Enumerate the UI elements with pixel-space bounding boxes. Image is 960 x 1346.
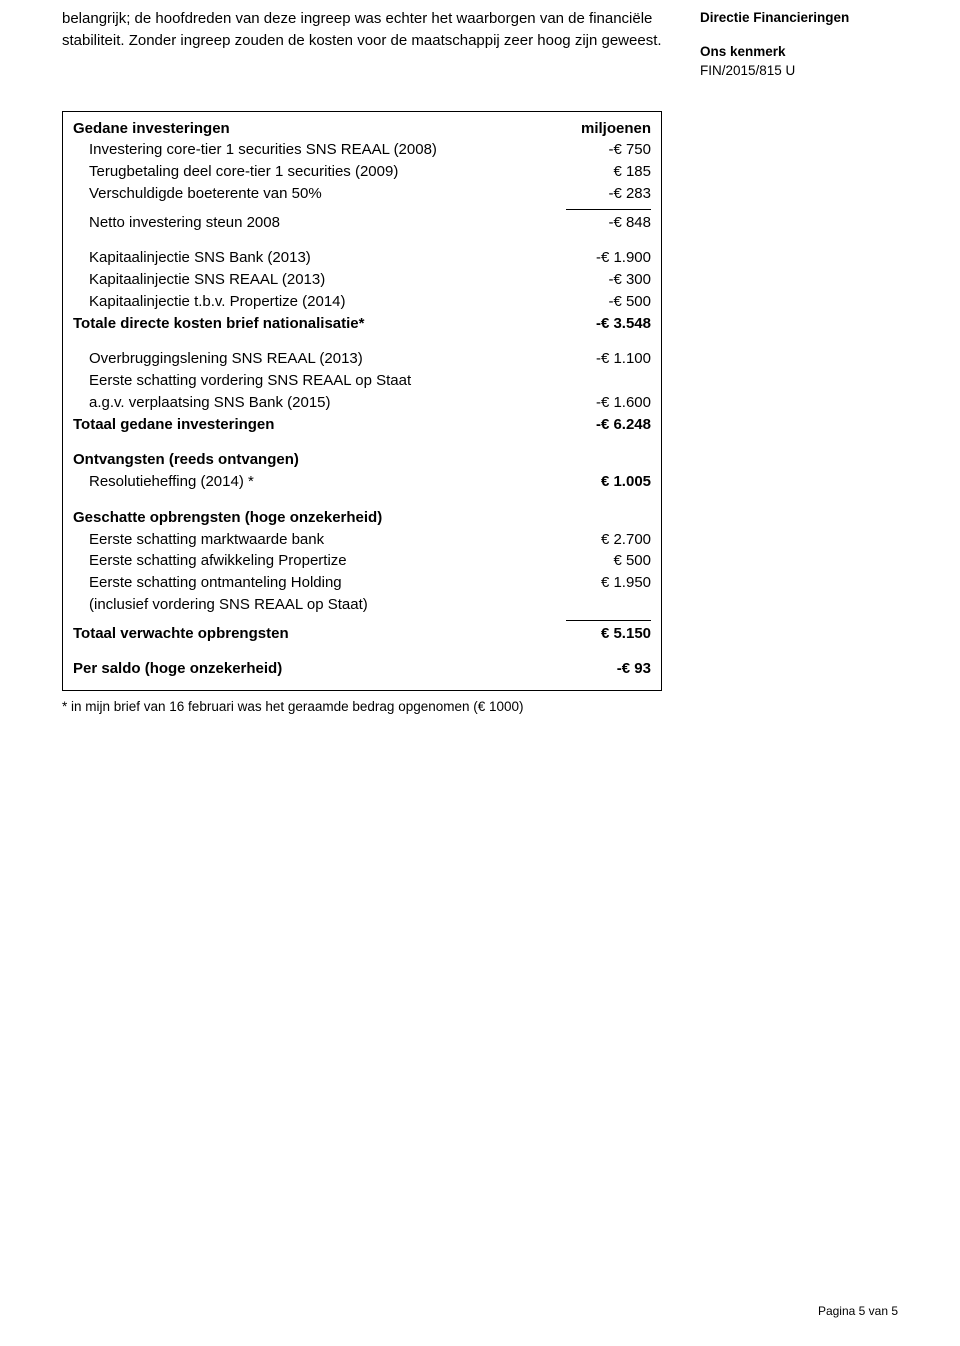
table-row: Kapitaalinjectie SNS REAAL (2013) -€ 300: [73, 269, 651, 291]
row-label: Totaal gedane investeringen: [73, 414, 274, 436]
row-value: -€ 500: [600, 291, 651, 313]
row-label: Netto investering steun 2008: [73, 212, 280, 234]
row-label: Totale directe kosten brief nationalisat…: [73, 313, 364, 335]
financial-table: Gedane investeringen miljoenen Investeri…: [62, 111, 662, 692]
row-value: -€ 750: [600, 139, 651, 161]
kenmerk-value: FIN/2015/815 U: [700, 61, 849, 81]
row-label: Eerste schatting ontmanteling Holding: [73, 572, 342, 594]
row-label: Eerste schatting marktwaarde bank: [73, 529, 324, 551]
top-row: belangrijk; de hoofdreden van deze ingre…: [62, 8, 898, 81]
row-value: -€ 1.100: [588, 348, 651, 370]
table-row: Eerste schatting afwikkeling Propertize …: [73, 550, 651, 572]
row-value: € 185: [605, 161, 651, 183]
kenmerk-label: Ons kenmerk: [700, 42, 849, 62]
row-label: Resolutieheffing (2014) *: [73, 471, 254, 493]
row-label: Kapitaalinjectie SNS Bank (2013): [73, 247, 311, 269]
table-header: Gedane investeringen miljoenen: [73, 118, 651, 140]
balance-row: Per saldo (hoge onzekerheid) -€ 93: [73, 658, 651, 680]
table-row: Overbruggingslening SNS REAAL (2013) -€ …: [73, 348, 651, 370]
intro-paragraph: belangrijk; de hoofdreden van deze ingre…: [62, 8, 662, 52]
side-meta: Directie Financieringen Ons kenmerk FIN/…: [700, 8, 849, 81]
row-label: Geschatte opbrengsten (hoge onzekerheid): [73, 507, 382, 529]
section-header: Geschatte opbrengsten (hoge onzekerheid): [73, 507, 651, 529]
row-value: € 5.150: [593, 623, 651, 645]
row-value: -€ 6.248: [588, 414, 651, 436]
row-value: -€ 283: [600, 183, 651, 205]
row-value: -€ 3.548: [588, 313, 651, 335]
footnote: * in mijn brief van 16 februari was het …: [62, 699, 662, 714]
total-row: Totaal gedane investeringen -€ 6.248: [73, 414, 651, 436]
row-value: -€ 1.900: [588, 247, 651, 269]
table-row: Resolutieheffing (2014) * € 1.005: [73, 471, 651, 493]
row-value: [643, 370, 651, 392]
rule: [73, 205, 651, 212]
row-label: Overbruggingslening SNS REAAL (2013): [73, 348, 363, 370]
row-value: € 1.950: [593, 572, 651, 594]
page-number: Pagina 5 van 5: [818, 1304, 898, 1318]
footnote-text: * in mijn brief van 16 februari was het …: [62, 699, 524, 714]
row-label: Totaal verwachte opbrengsten: [73, 623, 289, 645]
row-label: Verschuldigde boeterente van 50%: [73, 183, 322, 205]
total-row: Totaal verwachte opbrengsten € 5.150: [73, 623, 651, 645]
rule: [73, 616, 651, 623]
table-row: (inclusief vordering SNS REAAL op Staat): [73, 594, 651, 616]
row-label: Eerste schatting vordering SNS REAAL op …: [73, 370, 411, 392]
subtotal-row: Totale directe kosten brief nationalisat…: [73, 313, 651, 335]
table-row: Kapitaalinjectie t.b.v. Propertize (2014…: [73, 291, 651, 313]
table-row: Kapitaalinjectie SNS Bank (2013) -€ 1.90…: [73, 247, 651, 269]
table-row: Eerste schatting vordering SNS REAAL op …: [73, 370, 651, 392]
row-label: Kapitaalinjectie t.b.v. Propertize (2014…: [73, 291, 346, 313]
row-value: € 2.700: [593, 529, 651, 551]
row-label: Terugbetaling deel core-tier 1 securitie…: [73, 161, 398, 183]
table-row: Netto investering steun 2008 -€ 848: [73, 212, 651, 234]
row-label: a.g.v. verplaatsing SNS Bank (2015): [73, 392, 331, 414]
row-label: Per saldo (hoge onzekerheid): [73, 658, 282, 680]
row-label: Eerste schatting afwikkeling Propertize: [73, 550, 347, 572]
table-row: Verschuldigde boeterente van 50% -€ 283: [73, 183, 651, 205]
table-header-left: Gedane investeringen: [73, 118, 230, 140]
section-header: Ontvangsten (reeds ontvangen): [73, 449, 651, 471]
row-value: -€ 1.600: [588, 392, 651, 414]
table-header-right: miljoenen: [573, 118, 651, 140]
row-label: Investering core-tier 1 securities SNS R…: [73, 139, 437, 161]
table-row: Eerste schatting ontmanteling Holding € …: [73, 572, 651, 594]
row-value: -€ 93: [609, 658, 651, 680]
row-value: -€ 300: [600, 269, 651, 291]
row-value: -€ 848: [600, 212, 651, 234]
row-label: Ontvangsten (reeds ontvangen): [73, 449, 299, 471]
row-value: € 500: [605, 550, 651, 572]
page: belangrijk; de hoofdreden van deze ingre…: [0, 0, 960, 1346]
row-value: € 1.005: [593, 471, 651, 493]
directie-label: Directie Financieringen: [700, 8, 849, 28]
row-label: Kapitaalinjectie SNS REAAL (2013): [73, 269, 325, 291]
row-label: (inclusief vordering SNS REAAL op Staat): [73, 594, 368, 616]
table-row: a.g.v. verplaatsing SNS Bank (2015) -€ 1…: [73, 392, 651, 414]
table-row: Investering core-tier 1 securities SNS R…: [73, 139, 651, 161]
table-row: Terugbetaling deel core-tier 1 securitie…: [73, 161, 651, 183]
table-row: Eerste schatting marktwaarde bank € 2.70…: [73, 529, 651, 551]
